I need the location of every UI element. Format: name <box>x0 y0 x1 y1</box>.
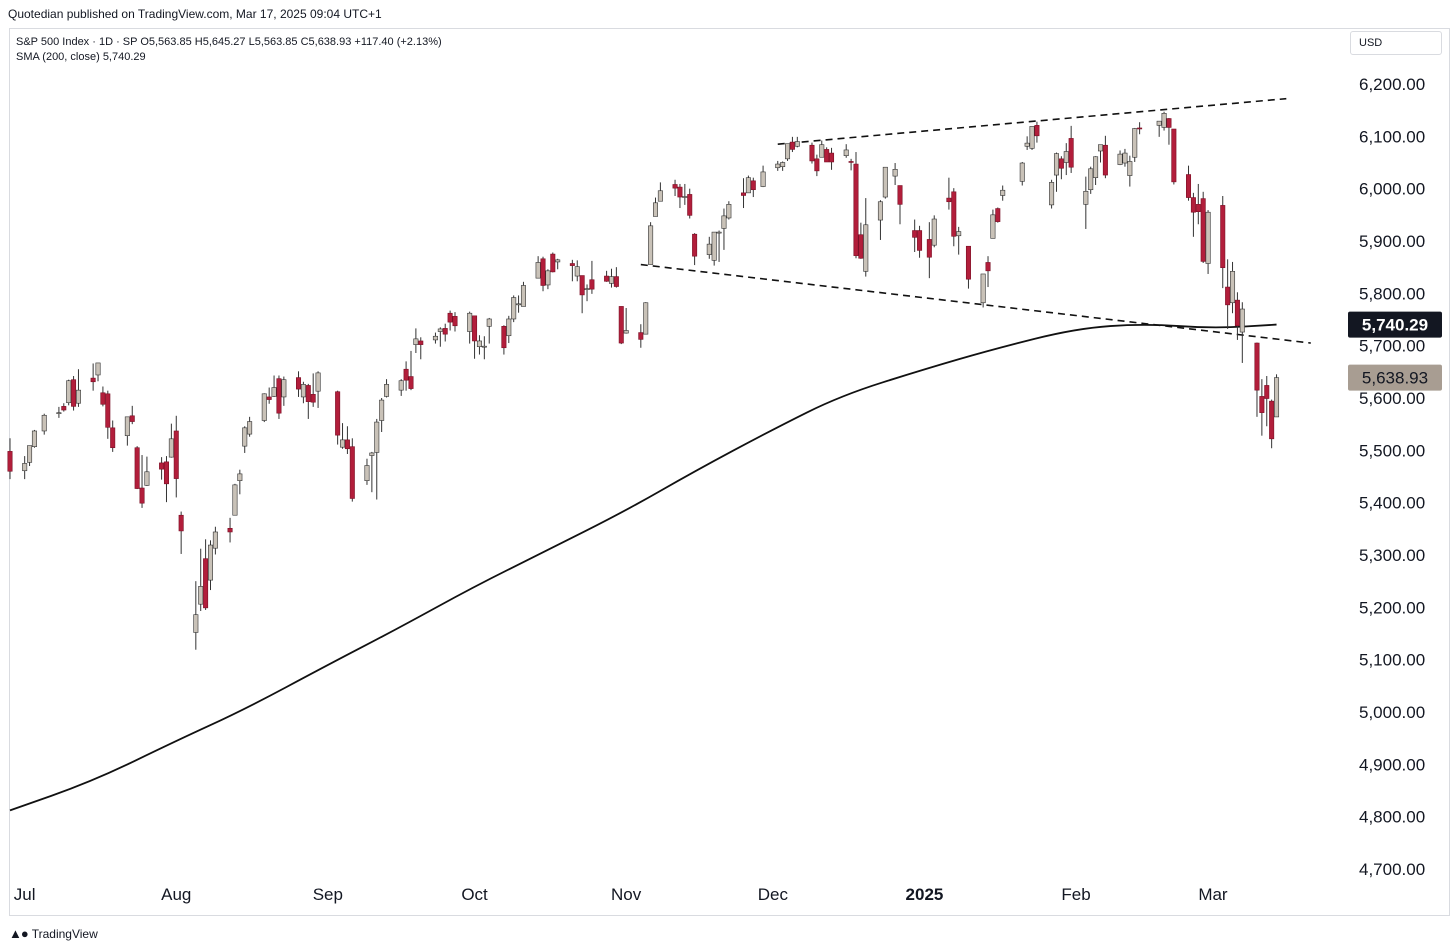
publisher-caption: Quotedian published on TradingView.com, … <box>8 7 382 21</box>
tradingview-brand[interactable]: ▲● TradingView <box>9 926 98 941</box>
sma-legend[interactable]: SMA (200, close) 5,740.29 <box>16 51 146 63</box>
tradingview-brand-label: TradingView <box>31 926 98 941</box>
chart-legend: S&P 500 Index · 1D · SP O5,563.85 H5,645… <box>16 35 442 65</box>
currency-button[interactable]: USD <box>1350 31 1442 55</box>
chart-frame <box>9 28 1450 916</box>
symbol-ohlc-legend[interactable]: S&P 500 Index · 1D · SP O5,563.85 H5,645… <box>16 36 442 48</box>
tradingview-logo-icon: ▲● <box>9 926 29 941</box>
